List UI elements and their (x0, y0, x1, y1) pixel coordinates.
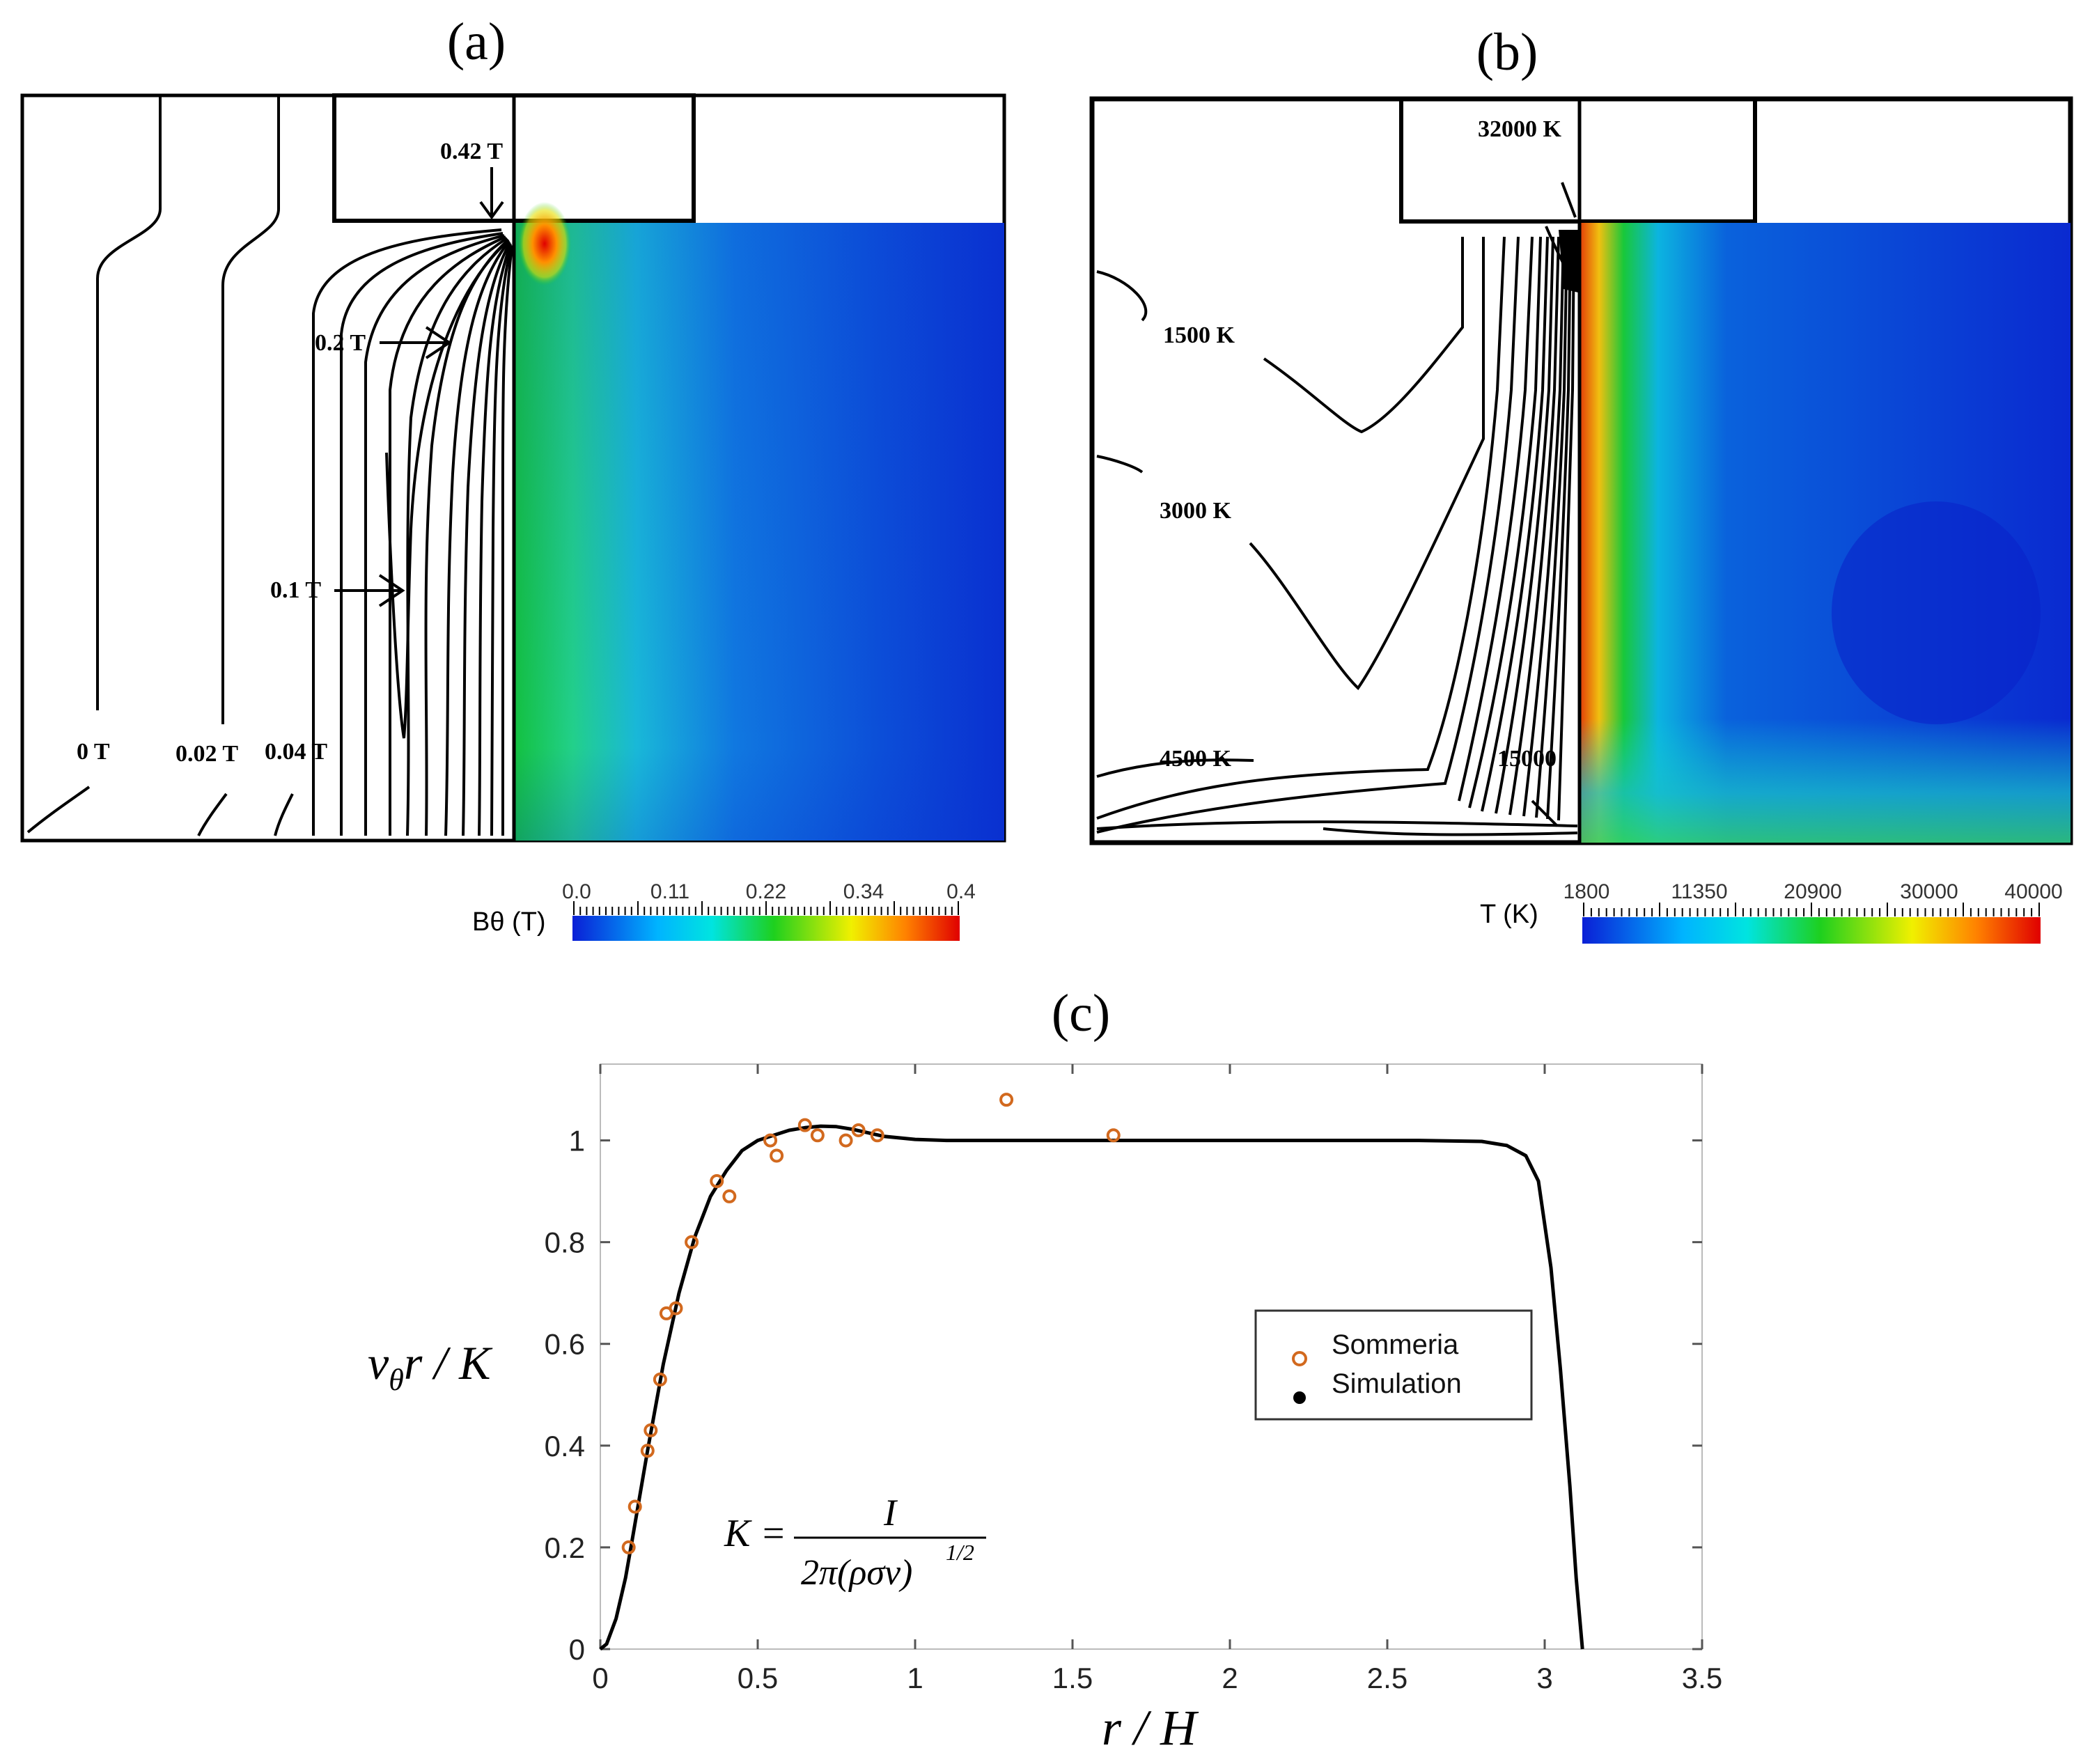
arrow-32000 (1561, 182, 1577, 218)
x-tick-label: 0.5 (738, 1662, 778, 1694)
panel-c: (c) 0 0.2 0.4 0.6 0.8 1 0 0.5 1 1.5 2 2.5 3 3.5 vθr … (368, 984, 1722, 1756)
panel-a-hotspot (518, 202, 571, 286)
sommeria-point (870, 1128, 884, 1143)
x-tick-label: 1.5 (1052, 1662, 1093, 1694)
x-tick-label: 3 (1536, 1662, 1552, 1694)
panel-a-letter: (a) (447, 13, 506, 71)
panel-c-letter: (c) (1052, 984, 1110, 1043)
colorbar-b-tick: 1800 (1563, 880, 1610, 903)
legend-simulation-marker (1293, 1391, 1306, 1404)
legend-sommeria-label: Sommeria (1332, 1329, 1459, 1360)
sommeria-point (839, 1133, 853, 1148)
colorbar-b-gradient (1582, 917, 2041, 944)
panel-a-colorbar: Bθ (T) 0.0 0.11 0.22 0.34 0.4 (472, 880, 976, 941)
sommeria-point (653, 1372, 667, 1387)
x-axis-label: r / H (1102, 1700, 1199, 1756)
colorbar-a-gradient (572, 916, 960, 941)
colorbar-a-tick: 0.0 (562, 880, 591, 903)
sommeria-point (621, 1540, 636, 1554)
y-axis: 0 0.2 0.4 0.6 0.8 1 (545, 1125, 1702, 1666)
contour-label-002: 0.02 T (176, 741, 238, 767)
panel-b-contour-labels: 32000 K 1500 K 3000 K 4500 K 15000 (1160, 116, 1577, 772)
arrow-042 (479, 167, 504, 220)
sommeria-point (685, 1235, 699, 1249)
sommeria-point (851, 1123, 866, 1137)
panel-b-dense-core (1559, 230, 1578, 292)
y-axis-label: vθr / K (368, 1336, 493, 1397)
sommeria-point (627, 1499, 642, 1514)
panel-b-colorbar: T (K) 1800 11350 20900 30000 40000 (1480, 880, 2063, 944)
x-tick-label: 2 (1222, 1662, 1238, 1694)
sommeria-point (763, 1133, 778, 1148)
sommeria-point (710, 1174, 724, 1188)
series-simulation (599, 1124, 1584, 1650)
colorbar-b-tick: 11350 (1671, 880, 1727, 903)
contour-label-32000: 32000 K (1478, 116, 1562, 142)
formula-lhs: K = (724, 1512, 786, 1555)
colorbar-b-tick: 40000 (2004, 880, 2062, 903)
contour-label-004: 0.04 T (265, 739, 327, 765)
sommeria-point (810, 1128, 825, 1143)
colorbar-b-title: T (K) (1480, 900, 1538, 929)
y-tick-label: 0 (569, 1633, 585, 1666)
sommeria-point (999, 1093, 1014, 1107)
colorbar-a-tick: 0.4 (946, 880, 976, 903)
sommeria-point (640, 1444, 655, 1458)
sommeria-point (644, 1423, 658, 1437)
legend-sommeria-marker (1292, 1351, 1307, 1366)
contour-label-0: 0 T (77, 739, 110, 765)
plot-area-frame (600, 1063, 1703, 1650)
arrow-02 (380, 326, 452, 359)
simulation-line (599, 1124, 1584, 1650)
contour-label-1500: 1500 K (1163, 322, 1235, 348)
colorbar-b-tick: 30000 (1900, 880, 1958, 903)
x-tick-label: 1 (907, 1662, 923, 1694)
colorbar-a-title: Bθ (T) (472, 907, 546, 937)
x-tick-label: 3.5 (1682, 1662, 1722, 1694)
panel-a-contour-labels: 0.42 T 0.2 T 0.1 T 0 T 0.02 T 0.04 T (77, 139, 504, 767)
panel-a: (a) 0.42 T (20, 13, 1006, 941)
sommeria-point (797, 1118, 812, 1132)
formula-denominator: 2π(ρσν) (801, 1553, 912, 1593)
formula-exponent: 1/2 (946, 1540, 974, 1565)
panel-a-field-fade (514, 223, 1004, 841)
formula: K = I 2π(ρσν) 1/2 (724, 1492, 986, 1593)
legend: Sommeria Simulation (1254, 1309, 1533, 1421)
colorbar-a-ticks (573, 901, 959, 915)
colorbar-a-tick: 0.22 (746, 880, 786, 903)
x-tick-label: 2.5 (1367, 1662, 1407, 1694)
colorbar-b-tick: 20900 (1784, 880, 1841, 903)
contour-label-3000: 3000 K (1160, 498, 1232, 524)
contour-label-01: 0.1 T (270, 577, 321, 603)
sommeria-point (1106, 1128, 1121, 1143)
sommeria-point (669, 1301, 683, 1316)
contour-label-02: 0.2 T (315, 330, 366, 356)
legend-simulation-label: Simulation (1332, 1368, 1462, 1399)
y-tick-label: 0.8 (545, 1226, 585, 1259)
panel-b-contours (1096, 226, 1578, 836)
y-tick-label: 0.6 (545, 1328, 585, 1361)
y-tick-label: 1 (569, 1125, 585, 1157)
colorbar-a-tick: 0.11 (650, 880, 689, 903)
formula-numerator: I (883, 1492, 898, 1533)
x-tick-label: 0 (592, 1662, 608, 1694)
y-tick-label: 0.2 (545, 1531, 585, 1564)
series-sommeria (621, 1093, 1121, 1554)
panel-b-letter: (b) (1476, 23, 1538, 81)
y-tick-label: 0.4 (545, 1430, 585, 1462)
sommeria-point (770, 1148, 784, 1163)
contour-label-15000: 15000 (1497, 746, 1557, 772)
contour-label-042: 0.42 T (440, 139, 503, 164)
sommeria-point (722, 1189, 737, 1203)
panel-b: (b) (1089, 23, 2073, 944)
colorbar-b-ticks (1583, 903, 2040, 916)
colorbar-a-tick: 0.34 (843, 880, 884, 903)
arrow-01 (334, 574, 405, 607)
panel-b-cool-core (1832, 501, 2041, 724)
panel-a-contours (26, 95, 513, 836)
contour-label-4500: 4500 K (1160, 746, 1232, 772)
x-axis: 0 0.5 1 1.5 2 2.5 3 3.5 (592, 1064, 1722, 1694)
